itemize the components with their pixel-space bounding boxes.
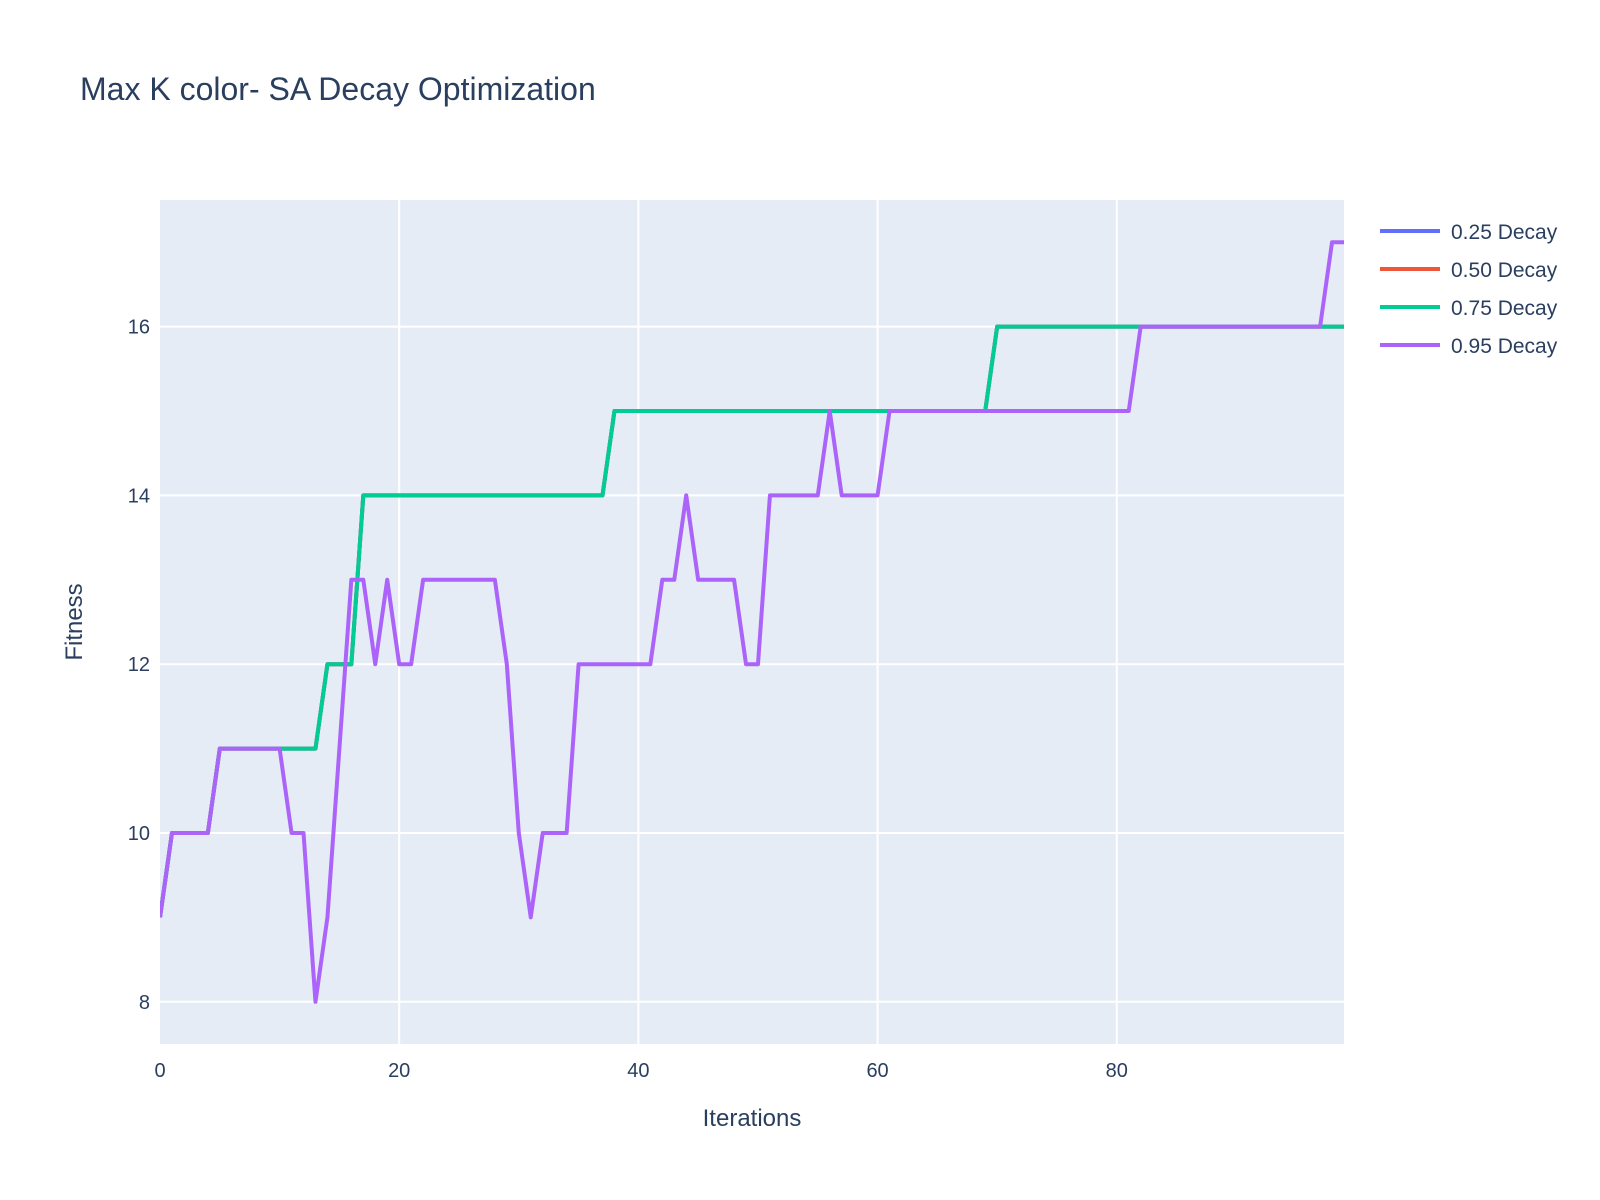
legend-item-1[interactable]: 0.25 Decay bbox=[1380, 221, 1558, 244]
legend[interactable]: 0.25 Decay 0.50 Decay 0.75 Decay 0.95 Decay bbox=[1380, 221, 1558, 358]
legend-label: 0.95 Decay bbox=[1451, 335, 1558, 358]
x-tick-label: 0 bbox=[154, 1060, 165, 1082]
x-tick-label: 40 bbox=[627, 1060, 649, 1082]
legend-item-3[interactable]: 0.75 Decay bbox=[1380, 297, 1558, 320]
y-tick-label: 12 bbox=[128, 654, 150, 676]
y-tick-label: 16 bbox=[128, 317, 150, 339]
chart-title: Max K color- SA Decay Optimization bbox=[80, 71, 596, 107]
x-tick-label: 80 bbox=[1106, 1060, 1128, 1082]
legend-label: 0.75 Decay bbox=[1451, 297, 1558, 320]
legend-item-4[interactable]: 0.95 Decay bbox=[1380, 335, 1558, 358]
x-axis-title: Iterations bbox=[703, 1105, 802, 1132]
series-lines bbox=[160, 240, 1344, 1004]
x-tick-label: 60 bbox=[866, 1060, 888, 1082]
y-tick-label: 14 bbox=[128, 485, 150, 507]
y-axis-title: Fitness bbox=[61, 583, 88, 660]
series-line-4 bbox=[160, 240, 1344, 1004]
legend-label: 0.50 Decay bbox=[1451, 259, 1558, 282]
y-tick-label: 8 bbox=[139, 992, 150, 1014]
tick-labels: 0 20 40 60 80 8 10 12 14 16 bbox=[128, 317, 1128, 1082]
y-tick-label: 10 bbox=[128, 823, 150, 845]
plot-area bbox=[160, 200, 1344, 1044]
legend-item-2[interactable]: 0.50 Decay bbox=[1380, 259, 1558, 282]
legend-label: 0.25 Decay bbox=[1451, 221, 1558, 244]
x-tick-label: 20 bbox=[388, 1060, 410, 1082]
